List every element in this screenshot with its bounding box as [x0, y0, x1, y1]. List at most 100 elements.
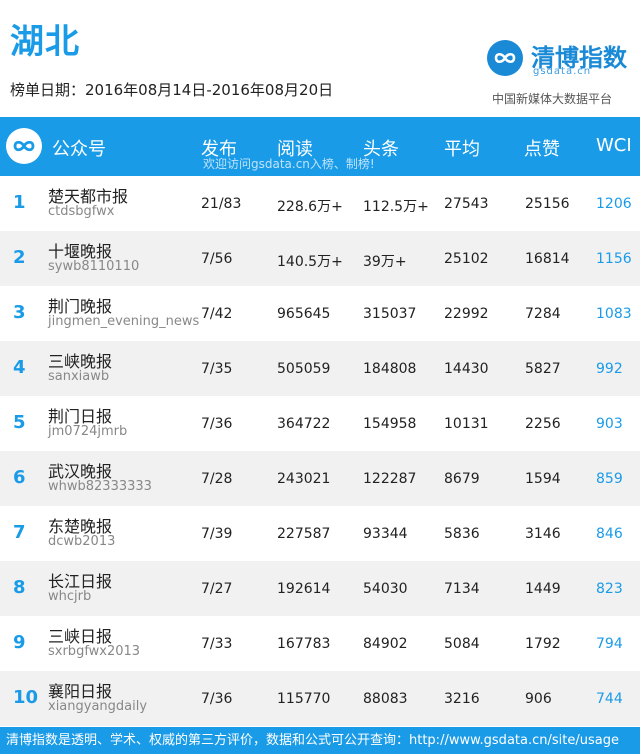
reads-cell: 227587 [277, 526, 331, 542]
rank: 2 [13, 247, 26, 268]
account-name: 襄阳日报 [48, 682, 113, 701]
account-id: whcjrb [48, 589, 92, 604]
likes-cell: 1449 [525, 581, 561, 597]
posts-cell: 7/39 [201, 526, 233, 542]
posts-cell: 7/33 [201, 636, 233, 652]
page-title: 湖北 [10, 22, 80, 62]
ranking-period: 榜单日期：2016年08月14日-2016年08月20日 [10, 81, 334, 99]
wci-cell: 992 [596, 361, 623, 377]
likes-cell: 906 [525, 691, 552, 707]
reads-cell: 505059 [277, 361, 331, 377]
likes-cell: 5827 [525, 361, 561, 377]
reads-cell: 228.6万+ [277, 199, 343, 215]
wci-cell: 794 [596, 636, 623, 652]
wci-cell: 744 [596, 691, 623, 707]
wci-cell: 1206 [596, 196, 632, 212]
headline-cell: 93344 [363, 526, 408, 542]
average-cell: 10131 [444, 416, 489, 432]
table-row: 5 荆门日报 jm0724jmrb 7/36 364722 154958 101… [0, 396, 640, 451]
wci-cell: 846 [596, 526, 623, 542]
likes-cell: 1792 [525, 636, 561, 652]
account-id: sywb8110110 [48, 259, 140, 274]
table-row: 7 东楚晚报 dcwb2013 7/39 227587 93344 5836 3… [0, 506, 640, 561]
likes-cell: 7284 [525, 306, 561, 322]
table-row: 9 三峡日报 sxrbgfwx2013 7/33 167783 84902 50… [0, 616, 640, 671]
reads-cell: 167783 [277, 636, 331, 652]
page-top: 湖北 榜单日期：2016年08月14日-2016年08月20日 清博指数 gsd… [0, 0, 640, 117]
account-id: dcwb2013 [48, 534, 116, 549]
average-cell: 22992 [444, 306, 489, 322]
account-name: 东楚晚报 [48, 517, 113, 536]
posts-cell: 7/35 [201, 361, 233, 377]
posts-cell: 7/56 [201, 251, 233, 267]
headline-cell: 84902 [363, 636, 408, 652]
rank: 10 [13, 687, 39, 708]
column-header-average: 平均 [444, 139, 480, 160]
reads-cell: 243021 [277, 471, 331, 487]
column-header-account: 公众号 [52, 139, 106, 160]
account-id: xiangyangdaily [48, 699, 148, 714]
wci-cell: 1083 [596, 306, 632, 322]
likes-cell: 2256 [525, 416, 561, 432]
posts-cell: 7/36 [201, 416, 233, 432]
brand-subtitle: 中国新媒体大数据平台 [492, 92, 613, 106]
table-row: 8 长江日报 whcjrb 7/27 192614 54030 7134 144… [0, 561, 640, 616]
account-id: sxrbgfwx2013 [48, 644, 141, 659]
column-header-headline: 头条 [363, 139, 399, 160]
average-cell: 3216 [444, 691, 480, 707]
average-cell: 25102 [444, 251, 489, 267]
table-row: 1 楚天都市报 ctdsbgfwx 21/83 228.6万+ 112.5万+ … [0, 176, 640, 231]
account-id: ctdsbgfwx [48, 204, 115, 219]
likes-cell: 16814 [525, 251, 570, 267]
rank: 5 [13, 412, 26, 433]
infinity-logo-icon [6, 128, 42, 164]
account-name: 三峡晚报 [48, 352, 113, 371]
table-row: 4 三峡晚报 sanxiawb 7/35 505059 184808 14430… [0, 341, 640, 396]
reads-cell: 115770 [277, 691, 331, 707]
table-row: 3 荆门晚报 jingmen_evening_news 7/42 965645 … [0, 286, 640, 341]
column-header-reads: 阅读 [277, 139, 313, 160]
headline-cell: 154958 [363, 416, 417, 432]
brand-domain: gsdata.cn [533, 66, 592, 77]
account-name: 武汉晚报 [48, 462, 113, 481]
column-header-wci: WCI [596, 135, 632, 156]
average-cell: 7134 [444, 581, 480, 597]
headline-cell: 122287 [363, 471, 417, 487]
rank: 6 [13, 467, 26, 488]
table-row: 10 襄阳日报 xiangyangdaily 7/36 115770 88083… [0, 671, 640, 726]
account-name: 三峡日报 [48, 627, 113, 646]
account-id: jm0724jmrb [48, 424, 128, 439]
headline-cell: 184808 [363, 361, 417, 377]
column-header-posts: 发布 [201, 139, 237, 160]
rank: 9 [13, 632, 26, 653]
headline-cell: 88083 [363, 691, 408, 707]
rank: 3 [13, 302, 26, 323]
table-row: 2 十堰晚报 sywb8110110 7/56 140.5万+ 39万+ 251… [0, 231, 640, 286]
headline-cell: 39万+ [363, 254, 407, 270]
average-cell: 14430 [444, 361, 489, 377]
header-hint: 欢迎访问gsdata.cn入榜、制榜! [203, 157, 375, 171]
rank: 4 [13, 357, 26, 378]
average-cell: 5084 [444, 636, 480, 652]
account-name: 荆门日报 [48, 407, 113, 426]
rank: 8 [13, 577, 26, 598]
posts-cell: 7/27 [201, 581, 233, 597]
headline-cell: 54030 [363, 581, 408, 597]
table-row: 6 武汉晚报 whwb82333333 7/28 243021 122287 8… [0, 451, 640, 506]
wci-cell: 859 [596, 471, 623, 487]
posts-cell: 7/36 [201, 691, 233, 707]
reads-cell: 140.5万+ [277, 254, 343, 270]
posts-cell: 21/83 [201, 196, 242, 212]
likes-cell: 3146 [525, 526, 561, 542]
likes-cell: 25156 [525, 196, 570, 212]
headline-cell: 112.5万+ [363, 199, 429, 215]
wci-cell: 903 [596, 416, 623, 432]
account-name: 楚天都市报 [48, 187, 129, 206]
wci-cell: 823 [596, 581, 623, 597]
likes-cell: 1594 [525, 471, 561, 487]
posts-cell: 7/42 [201, 306, 233, 322]
infinity-logo-icon [487, 40, 523, 76]
footer-note: 清博指数是透明、学术、权威的第三方评价，数据和公式可公开查询：http://ww… [0, 727, 640, 754]
reads-cell: 965645 [277, 306, 331, 322]
rank: 7 [13, 522, 26, 543]
